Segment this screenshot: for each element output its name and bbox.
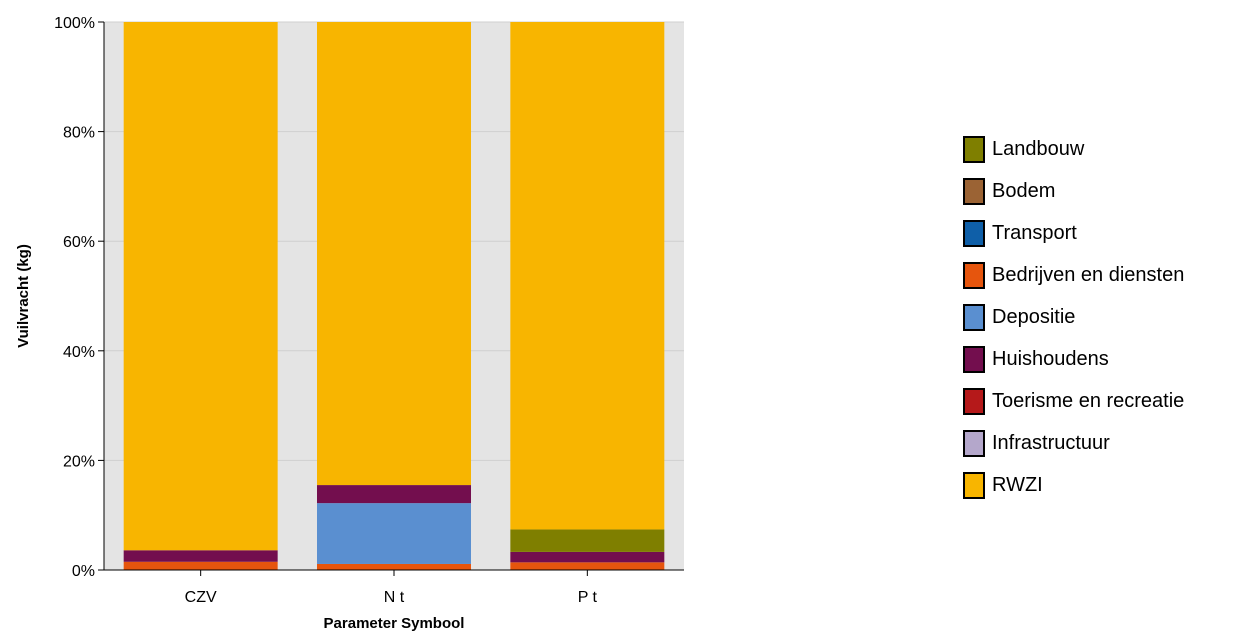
legend-swatch bbox=[963, 177, 985, 205]
bar-p-t-huishoudens bbox=[510, 551, 665, 563]
legend-swatch bbox=[963, 219, 985, 247]
x-tick-label: P t bbox=[578, 589, 598, 606]
grid-gap-band bbox=[104, 22, 124, 570]
legend-label: Huishoudens bbox=[992, 347, 1109, 370]
bar-n-t-depositie bbox=[317, 503, 471, 564]
legend-item-rwzi: RWZI bbox=[963, 464, 1184, 506]
legend-swatch bbox=[963, 303, 985, 331]
legend-swatch bbox=[963, 261, 985, 289]
legend-item-huishoudens: Huishoudens bbox=[963, 338, 1184, 380]
legend-label: Infrastructuur bbox=[992, 431, 1110, 454]
grid-gap-band bbox=[664, 22, 684, 570]
bar-n-t-huishoudens bbox=[317, 485, 471, 504]
legend-swatch bbox=[963, 429, 985, 457]
legend-item-transport: Transport bbox=[963, 212, 1184, 254]
legend-item-infrastructuur: Infrastructuur bbox=[963, 422, 1184, 464]
legend-label: Depositie bbox=[992, 305, 1076, 328]
bar-p-t-landbouw bbox=[510, 529, 665, 552]
legend-item-landbouw: Landbouw bbox=[963, 128, 1184, 170]
bar-p-t-bedrijven-en-diensten bbox=[510, 562, 665, 570]
bar-czv-huishoudens bbox=[123, 550, 278, 562]
legend-label: RWZI bbox=[992, 473, 1043, 496]
legend-swatch bbox=[963, 471, 985, 499]
bar-czv-bedrijven-en-diensten bbox=[123, 561, 278, 570]
legend: Landbouw Bodem Transport Bedrijven en diens… bbox=[963, 128, 1184, 506]
y-tick-label: 80% bbox=[63, 125, 95, 142]
legend-swatch bbox=[963, 345, 985, 373]
bar-n-t-rwzi bbox=[317, 22, 471, 486]
x-tick-label: CZV bbox=[185, 589, 217, 606]
legend-swatch bbox=[963, 387, 985, 415]
legend-label: Bedrijven en diensten bbox=[992, 263, 1185, 286]
legend-item-bedrijven-en-diensten: Bedrijven en diensten bbox=[963, 254, 1184, 296]
legend-label: Transport bbox=[992, 221, 1077, 244]
legend-item-depositie: Depositie bbox=[963, 296, 1184, 338]
grid-gap-band bbox=[471, 22, 511, 570]
legend-label: Toerisme en recreatie bbox=[992, 389, 1185, 412]
bar-p-t-rwzi bbox=[510, 22, 665, 530]
y-tick-label: 40% bbox=[63, 344, 95, 361]
y-tick-label: 20% bbox=[63, 453, 95, 470]
legend-item-toerisme-en-recreatie: Toerisme en recreatie bbox=[963, 380, 1184, 422]
legend-swatch bbox=[963, 135, 985, 163]
x-tick-label: N t bbox=[384, 589, 405, 606]
y-tick-label: 60% bbox=[63, 234, 95, 251]
grid-gap-band bbox=[277, 22, 317, 570]
bar-n-t-bedrijven-en-diensten bbox=[317, 563, 471, 570]
y-tick-label: 100% bbox=[54, 15, 95, 32]
bar-czv-rwzi bbox=[123, 22, 278, 551]
y-tick-label: 0% bbox=[72, 563, 95, 580]
y-axis-title: Vuilvracht (kg) bbox=[15, 244, 32, 348]
legend-label: Landbouw bbox=[992, 137, 1085, 160]
x-axis-title: Parameter Symbool bbox=[324, 615, 465, 632]
legend-label: Bodem bbox=[992, 179, 1056, 202]
legend-item-bodem: Bodem bbox=[963, 170, 1184, 212]
